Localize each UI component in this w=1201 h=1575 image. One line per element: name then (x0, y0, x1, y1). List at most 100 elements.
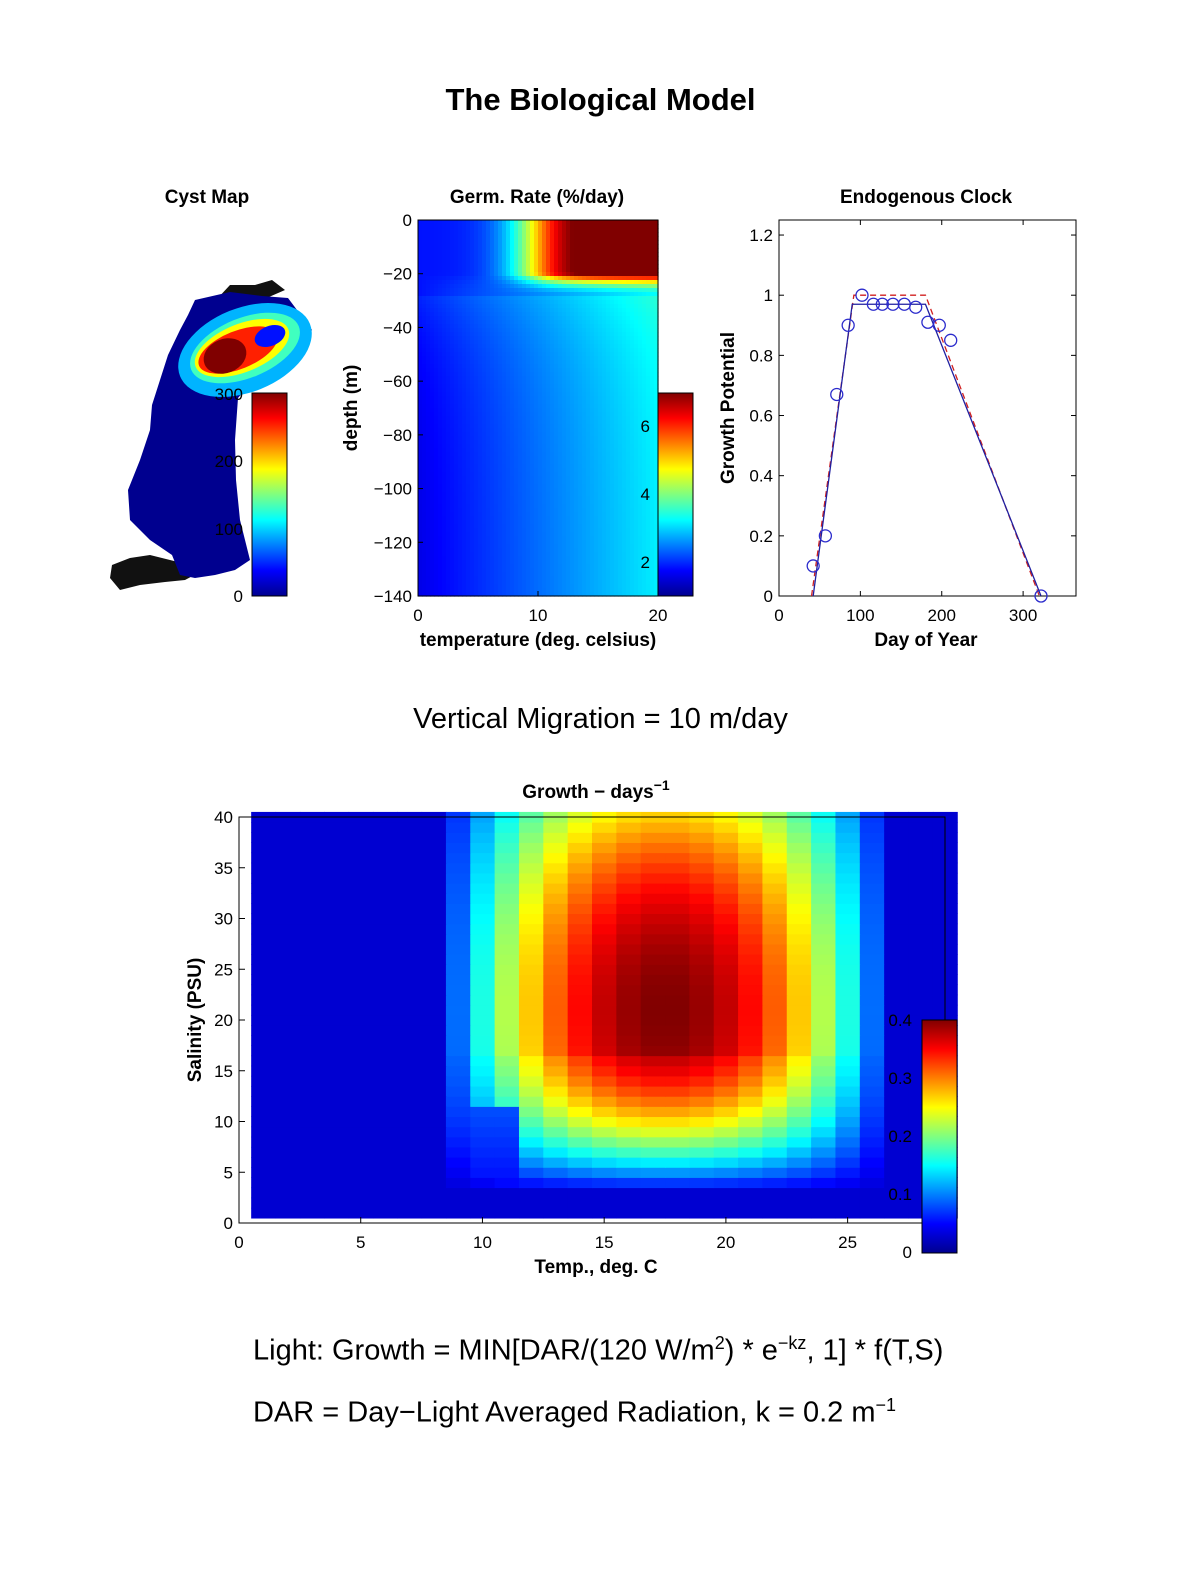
germ-cell (506, 492, 511, 497)
germ-cell (418, 248, 423, 253)
germ-cell (522, 268, 527, 273)
germ-cell (450, 472, 455, 477)
germ-cell (478, 260, 483, 265)
germ-cell (578, 476, 583, 481)
germ-cell (474, 476, 479, 481)
germ-cell (426, 312, 431, 317)
germ-cell (602, 352, 607, 357)
germ-cell (550, 300, 555, 305)
germ-cell (542, 312, 547, 317)
germ-cell (598, 232, 603, 237)
germ-cell (418, 264, 423, 269)
germ-cell (626, 544, 631, 549)
germ-cell (598, 332, 603, 337)
germ-cell (598, 536, 603, 541)
germ-cell (466, 468, 471, 473)
germ-cell (626, 416, 631, 421)
germ-cell (534, 312, 539, 317)
germ-cell (550, 256, 555, 261)
germ-cell (578, 384, 583, 389)
germ-cell (490, 244, 495, 249)
germ-cell (654, 248, 659, 253)
germ-cell (566, 276, 571, 281)
germ-cell (586, 372, 591, 377)
germ-cell (586, 244, 591, 249)
germ-cell (634, 288, 639, 293)
germ-cell (570, 312, 575, 317)
germ-cell (434, 548, 439, 553)
germ-cell (442, 244, 447, 249)
germ-cell (478, 364, 483, 369)
germ-cell (598, 420, 603, 425)
germ-cell (630, 472, 635, 477)
germ-cell (482, 484, 487, 489)
germ-cell (482, 300, 487, 305)
germ-cell (638, 440, 643, 445)
germ-cell (514, 448, 519, 453)
germ-cell (458, 480, 463, 485)
germ-cell (638, 360, 643, 365)
germ-cell (498, 280, 503, 285)
germ-cell (614, 240, 619, 245)
germ-cell (614, 484, 619, 489)
germ-cell (562, 528, 567, 533)
germ-cell (494, 536, 499, 541)
germ-cell (454, 532, 459, 537)
germ-cell (650, 412, 655, 417)
germ-cell (454, 324, 459, 329)
germ-cell (534, 344, 539, 349)
germ-cell (634, 504, 639, 509)
germ-cell (522, 276, 527, 281)
germ-cell (482, 500, 487, 505)
germ-cell (438, 512, 443, 517)
germ-cell (518, 528, 523, 533)
germ-cell (494, 328, 499, 333)
germ-cell (630, 332, 635, 337)
germ-cell (526, 408, 531, 413)
germ-cell (514, 340, 519, 345)
germ-cell (602, 472, 607, 477)
germ-cell (634, 392, 639, 397)
germ-cell (638, 492, 643, 497)
germ-cell (450, 424, 455, 429)
germ-cell (614, 356, 619, 361)
germ-cell (510, 472, 515, 477)
germ-cell (498, 228, 503, 233)
germ-cell (578, 488, 583, 493)
germ-cell (598, 544, 603, 549)
germ-cell (654, 240, 659, 245)
germ-cell (626, 428, 631, 433)
germ-cell (418, 536, 423, 541)
germ-cell (430, 328, 435, 333)
germ-cell (618, 412, 623, 417)
germ-cell (598, 460, 603, 465)
germ-cell (566, 228, 571, 233)
germ-cell (466, 276, 471, 281)
germ-cell (502, 508, 507, 513)
germ-cell (586, 272, 591, 277)
germ-cell (614, 364, 619, 369)
germ-cell (618, 360, 623, 365)
germ-cell (598, 376, 603, 381)
germ-cell (586, 460, 591, 465)
germ-cell (458, 372, 463, 377)
germ-cell (514, 432, 519, 437)
germ-cell (474, 240, 479, 245)
germ-cell (626, 344, 631, 349)
germ-cell (642, 452, 647, 457)
germ-cell (578, 292, 583, 297)
germ-cell (498, 504, 503, 509)
germ-cell (478, 408, 483, 413)
germ-cell (466, 252, 471, 257)
germ-cell (430, 268, 435, 273)
germ-cell (586, 444, 591, 449)
germ-cell (510, 484, 515, 489)
germ-cell (646, 392, 651, 397)
germ-cell (610, 276, 615, 281)
germ-cell (558, 536, 563, 541)
germ-cell (574, 500, 579, 505)
germ-cell (466, 380, 471, 385)
germ-cell (634, 376, 639, 381)
germ-cell (566, 252, 571, 257)
germ-cell (610, 256, 615, 261)
